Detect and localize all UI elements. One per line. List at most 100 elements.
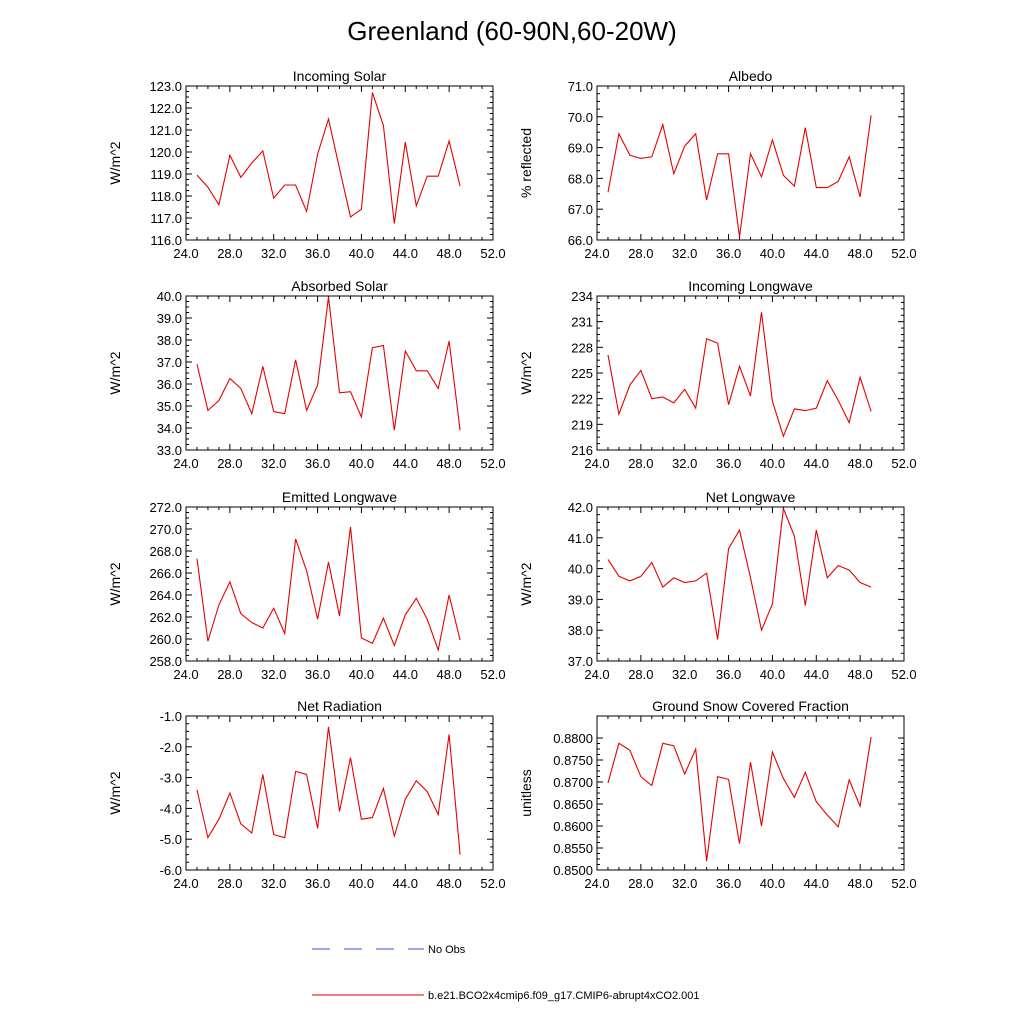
y-axis-label: W/m^2 — [107, 141, 123, 184]
x-tick-label: 44.0 — [393, 667, 418, 682]
y-tick-label: 0.8600 — [553, 819, 593, 834]
series-line — [607, 737, 872, 862]
x-tick-label: 44.0 — [804, 246, 829, 261]
y-tick-label: -2.0 — [160, 740, 182, 755]
plot-frame — [596, 85, 905, 241]
y-tick-label: 216 — [571, 443, 593, 458]
y-axis-label: W/m^2 — [107, 562, 123, 605]
x-tick-label: 48.0 — [436, 667, 461, 682]
x-tick-label: 24.0 — [173, 456, 198, 471]
y-tick-label: 266.0 — [149, 566, 182, 581]
x-tick-label: 32.0 — [261, 456, 286, 471]
x-tick-label: 44.0 — [393, 246, 418, 261]
x-tick-label: 52.0 — [480, 246, 505, 261]
y-tick-label: 40.0 — [568, 562, 593, 577]
x-tick-label: 32.0 — [672, 876, 697, 891]
y-tick-label: -3.0 — [160, 771, 182, 786]
x-tick-label: 36.0 — [716, 456, 741, 471]
plot-frame — [185, 506, 494, 662]
x-tick-label: 24.0 — [584, 456, 609, 471]
y-tick-label: 39.0 — [568, 592, 593, 607]
panel-title: Ground Snow Covered Fraction — [652, 698, 849, 714]
y-tick-label: 123.0 — [149, 79, 182, 94]
y-axis-label: W/m^2 — [107, 351, 123, 394]
y-tick-label: 69.0 — [568, 141, 593, 156]
panels: Incoming Solar W/m^2 24.0 28.0 32.0 36.0 40.0 4… — [107, 68, 917, 891]
x-tick-label: 32.0 — [672, 667, 697, 682]
panel-title: Incoming Solar — [293, 68, 387, 84]
x-tick-label: 28.0 — [217, 876, 242, 891]
panel-title: Albedo — [729, 68, 773, 84]
x-tick-label: 28.0 — [628, 246, 653, 261]
x-tick-label: 44.0 — [804, 667, 829, 682]
series-line — [607, 312, 872, 438]
x-tick-label: 48.0 — [436, 456, 461, 471]
x-tick-label: 24.0 — [584, 667, 609, 682]
x-tick-label: 40.0 — [760, 246, 785, 261]
x-tick-label: 44.0 — [804, 876, 829, 891]
x-tick-label: 52.0 — [891, 456, 916, 471]
x-tick-label: 40.0 — [349, 246, 374, 261]
chart-panel: Incoming Solar W/m^2 24.0 28.0 32.0 36.0 40.0 4… — [107, 68, 506, 261]
y-tick-label: 70.0 — [568, 110, 593, 125]
x-tick-label: 40.0 — [349, 456, 374, 471]
y-tick-label: 40.0 — [157, 289, 182, 304]
x-tick-label: 48.0 — [436, 246, 461, 261]
x-tick-label: 24.0 — [173, 246, 198, 261]
x-tick-label: 28.0 — [628, 876, 653, 891]
chart-panel: Net Radiation W/m^2 24.0 28.0 32.0 36.0 40.0 44… — [107, 698, 506, 891]
x-tick-label: 36.0 — [716, 667, 741, 682]
panel-title: Emitted Longwave — [282, 489, 397, 505]
x-tick-label: 28.0 — [628, 667, 653, 682]
series-line — [607, 508, 872, 640]
y-tick-label: 67.0 — [568, 202, 593, 217]
x-tick-label: 44.0 — [393, 456, 418, 471]
x-tick-label: 36.0 — [716, 876, 741, 891]
panel-title: Absorbed Solar — [291, 278, 388, 294]
y-tick-label: 37.0 — [157, 355, 182, 370]
legend-model-label: b.e21.BCO2x4cmip6.f09_g17.CMIP6-abrupt4x… — [428, 990, 700, 1002]
y-tick-label: 234 — [571, 289, 593, 304]
y-axis-label: W/m^2 — [107, 771, 123, 814]
y-tick-label: 38.0 — [568, 623, 593, 638]
y-tick-label: 258.0 — [149, 654, 182, 669]
x-tick-label: 32.0 — [261, 667, 286, 682]
x-tick-label: 48.0 — [847, 667, 872, 682]
y-tick-label: 264.0 — [149, 588, 182, 603]
x-tick-label: 40.0 — [349, 876, 374, 891]
y-tick-label: -5.0 — [160, 832, 182, 847]
y-axis-label: unitless — [518, 769, 534, 816]
x-tick-label: 32.0 — [672, 456, 697, 471]
x-tick-label: 36.0 — [305, 456, 330, 471]
panel-title: Net Radiation — [297, 698, 382, 714]
legend: No Obs b.e21.BCO2x4cmip6.f09_g17.CMIP6-a… — [312, 944, 700, 1002]
x-tick-label: 24.0 — [584, 246, 609, 261]
y-tick-label: 0.8750 — [553, 753, 593, 768]
y-tick-label: 66.0 — [568, 233, 593, 248]
x-tick-label: 48.0 — [436, 876, 461, 891]
x-tick-label: 52.0 — [480, 456, 505, 471]
plot-frame — [185, 295, 494, 451]
y-tick-label: 0.8650 — [553, 797, 593, 812]
y-tick-label: 270.0 — [149, 522, 182, 537]
y-tick-label: 118.0 — [150, 189, 182, 204]
x-tick-label: 28.0 — [217, 456, 242, 471]
y-tick-label: 36.0 — [157, 377, 182, 392]
y-tick-label: 121.0 — [149, 123, 182, 138]
y-tick-label: 68.0 — [568, 171, 593, 186]
plot-frame — [185, 715, 494, 871]
plot-frame — [596, 715, 905, 871]
y-tick-label: 119.0 — [150, 167, 182, 182]
x-tick-label: 52.0 — [891, 246, 916, 261]
x-tick-label: 52.0 — [891, 667, 916, 682]
y-tick-label: 117.0 — [150, 211, 182, 226]
y-tick-label: 222 — [571, 392, 593, 407]
y-tick-label: -1.0 — [160, 709, 182, 724]
figure-title: Greenland (60-90N,60-20W) — [347, 16, 677, 46]
chart-panel: Albedo % reflected 24.0 28.0 32.0 36.0 40.0 44.… — [518, 68, 917, 261]
y-tick-label: 34.0 — [157, 421, 182, 436]
y-tick-label: 268.0 — [149, 544, 182, 559]
x-tick-label: 24.0 — [173, 876, 198, 891]
y-tick-label: 33.0 — [157, 443, 182, 458]
x-tick-label: 48.0 — [847, 876, 872, 891]
